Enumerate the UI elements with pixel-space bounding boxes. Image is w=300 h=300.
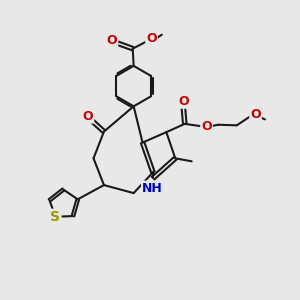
Text: O: O	[82, 110, 93, 123]
Text: S: S	[50, 210, 61, 224]
Text: O: O	[178, 95, 189, 108]
Text: O: O	[146, 32, 157, 45]
Text: NH: NH	[142, 182, 163, 194]
Text: O: O	[250, 108, 261, 122]
Text: O: O	[106, 34, 117, 47]
Text: O: O	[201, 120, 212, 133]
